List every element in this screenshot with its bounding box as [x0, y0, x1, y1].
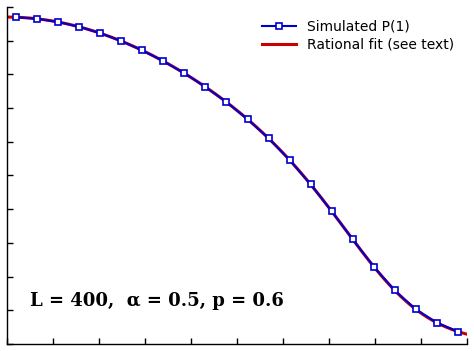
- Legend: Simulated P(1), Rational fit (see text): Simulated P(1), Rational fit (see text): [256, 14, 460, 57]
- Simulated P(1): [392, 289, 398, 293]
- Simulated P(1): [182, 71, 187, 75]
- Simulated P(1): [13, 15, 19, 19]
- Simulated P(1): [245, 117, 250, 121]
- Rational fit (see text): [85, 27, 91, 32]
- Simulated P(1): [266, 136, 272, 140]
- Simulated P(1): [308, 182, 313, 186]
- Text: L = 400,  α = 0.5, p = 0.6: L = 400, α = 0.5, p = 0.6: [30, 292, 284, 310]
- Rational fit (see text): [275, 146, 281, 150]
- Simulated P(1): [161, 59, 166, 63]
- Rational fit (see text): [122, 41, 128, 45]
- Simulated P(1): [55, 20, 61, 24]
- Simulated P(1): [202, 85, 208, 89]
- Simulated P(1): [413, 307, 419, 311]
- Simulated P(1): [224, 100, 229, 104]
- Simulated P(1): [98, 31, 103, 35]
- Simulated P(1): [118, 39, 124, 43]
- Rational fit (see text): [311, 187, 317, 191]
- Simulated P(1): [455, 330, 461, 334]
- Simulated P(1): [34, 17, 40, 21]
- Rational fit (see text): [464, 332, 470, 336]
- Line: Rational fit (see text): Rational fit (see text): [7, 17, 467, 334]
- Rational fit (see text): [212, 92, 218, 96]
- Simulated P(1): [287, 158, 292, 162]
- Simulated P(1): [371, 264, 376, 269]
- Simulated P(1): [434, 320, 440, 325]
- Simulated P(1): [329, 209, 335, 213]
- Simulated P(1): [350, 237, 356, 241]
- Rational fit (see text): [4, 15, 10, 19]
- Simulated P(1): [76, 25, 82, 29]
- Line: Simulated P(1): Simulated P(1): [13, 14, 461, 335]
- Rational fit (see text): [351, 238, 356, 242]
- Simulated P(1): [139, 48, 145, 53]
